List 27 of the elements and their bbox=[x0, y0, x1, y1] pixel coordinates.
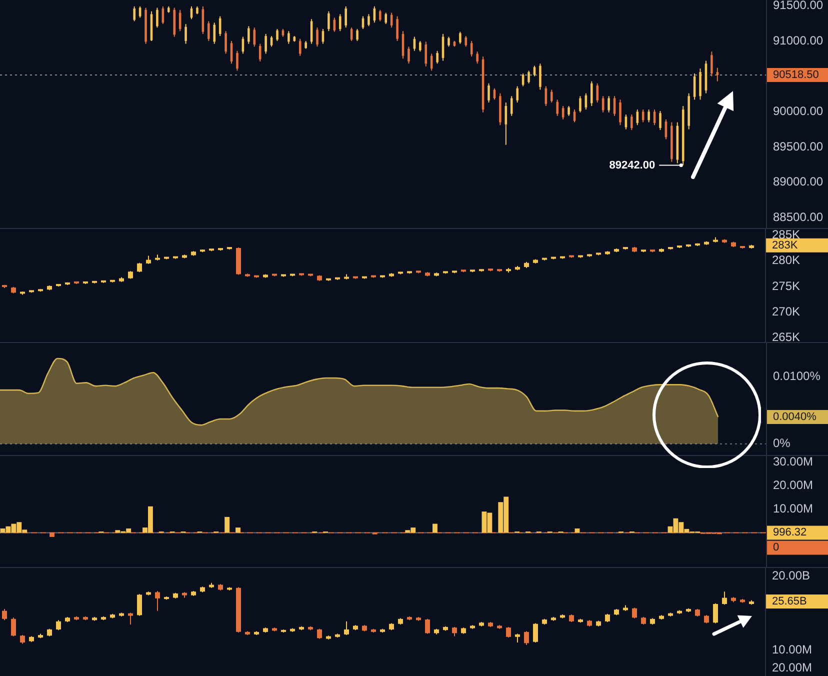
bar bbox=[432, 524, 438, 533]
text: 0.0040% bbox=[773, 411, 817, 424]
text: 25.65B bbox=[772, 596, 807, 608]
ref-line-label: 90518.50 bbox=[773, 69, 819, 82]
ref-line-label: 996.32 bbox=[773, 526, 807, 539]
ref-line-label: 0 bbox=[773, 542, 780, 554]
y-tick-label: 275K bbox=[772, 278, 800, 293]
text: 283K bbox=[772, 239, 798, 252]
y-tick-label: 0.0100% bbox=[773, 368, 821, 383]
y-tick-label: 91500.00 bbox=[773, 0, 824, 12]
text: 20.00B bbox=[772, 568, 810, 582]
y-tick-label: 30.00M bbox=[773, 454, 814, 468]
y-tick-label: 265K bbox=[772, 330, 800, 344]
y-tick-label: 285K bbox=[772, 227, 800, 242]
y-tick-label: 0% bbox=[773, 436, 791, 450]
y-tick-label: 90000.00 bbox=[773, 104, 824, 118]
y-tick-label: 89500.00 bbox=[773, 139, 824, 154]
y-tick-label: 89000.00 bbox=[773, 174, 824, 189]
y-tick-label: 10.00M bbox=[773, 501, 814, 516]
bar bbox=[224, 516, 230, 533]
y-tick-label: 88500.00 bbox=[773, 210, 824, 224]
annotation: 89242.00 bbox=[609, 159, 656, 172]
bar bbox=[236, 528, 240, 533]
y-tick-label: 20.00M bbox=[773, 478, 814, 492]
y-tick-label: 280K bbox=[772, 253, 800, 268]
y-tick-label: 270K bbox=[772, 304, 800, 318]
y-tick-label: 91000.00 bbox=[773, 33, 824, 48]
